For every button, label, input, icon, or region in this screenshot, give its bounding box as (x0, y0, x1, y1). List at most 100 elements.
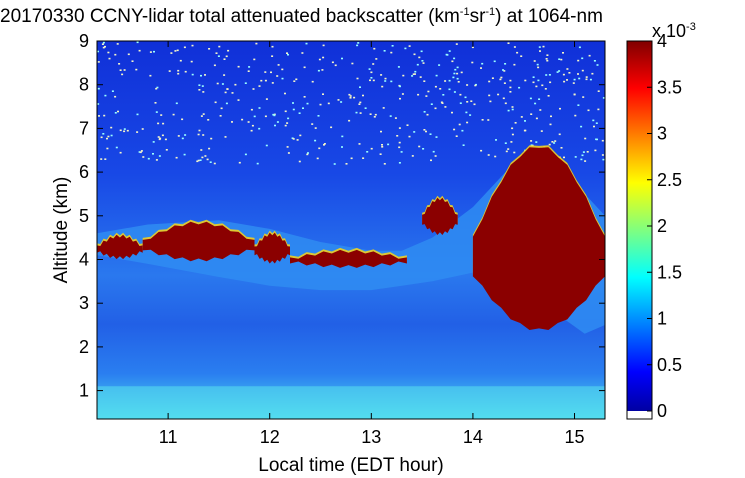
noise-speck (481, 62, 484, 65)
noise-speck (452, 76, 455, 79)
noise-speck (252, 88, 255, 90)
noise-speck (563, 80, 566, 83)
noise-speck (103, 114, 106, 117)
noise-speck (406, 124, 409, 126)
noise-speck (535, 85, 538, 88)
noise-speck (220, 107, 223, 110)
noise-speck (474, 84, 477, 87)
noise-speck (227, 49, 230, 52)
noise-speck (247, 121, 250, 123)
noise-speck (458, 123, 461, 126)
noise-speck (411, 155, 414, 157)
noise-speck (115, 146, 118, 149)
noise-speck (237, 99, 240, 101)
noise-speck (351, 62, 354, 65)
noise-speck (226, 88, 229, 90)
noise-speck (136, 41, 139, 44)
noise-speck (111, 90, 114, 92)
noise-speck (366, 151, 369, 153)
noise-speck (553, 142, 556, 144)
y-tick-label: 9 (79, 31, 89, 51)
noise-speck (502, 69, 504, 71)
noise-speck (581, 154, 584, 157)
noise-speck (170, 52, 173, 54)
noise-speck (213, 64, 216, 67)
noise-speck (536, 63, 539, 66)
noise-speck (183, 153, 186, 156)
noise-speck (414, 73, 416, 75)
colorbar-zero-swatch (627, 411, 652, 419)
noise-speck (256, 162, 259, 165)
noise-speck (209, 161, 212, 163)
noise-speck (276, 75, 279, 77)
noise-speck (272, 113, 275, 116)
noise-speck (198, 89, 201, 91)
noise-speck (175, 156, 178, 159)
noise-speck (581, 57, 584, 60)
noise-speck (413, 131, 416, 133)
noise-speck (550, 115, 552, 118)
noise-speck (237, 65, 240, 68)
noise-speck (585, 78, 588, 81)
noise-speck (359, 112, 362, 114)
noise-speck (554, 140, 557, 142)
noise-speck (218, 45, 221, 48)
noise-speck (601, 139, 604, 142)
noise-speck (223, 74, 226, 76)
x-tick-label: 13 (361, 427, 381, 447)
noise-speck (102, 133, 105, 135)
noise-speck (183, 46, 186, 49)
noise-speck (374, 113, 377, 116)
noise-speck (487, 119, 490, 121)
noise-speck (545, 74, 548, 76)
noise-speck (442, 94, 445, 96)
noise-speck (356, 77, 359, 80)
y-tick-label: 6 (79, 162, 89, 182)
noise-speck (284, 92, 286, 95)
noise-speck (471, 61, 474, 64)
noise-speck (322, 56, 325, 59)
noise-speck (181, 137, 184, 140)
noise-speck (453, 91, 456, 93)
noise-speck (123, 130, 126, 133)
noise-speck (108, 57, 111, 60)
noise-speck (582, 151, 585, 153)
noise-speck (532, 81, 535, 84)
noise-speck (370, 77, 373, 79)
noise-speck (487, 154, 490, 156)
noise-speck (126, 129, 129, 132)
noise-speck (401, 93, 404, 95)
noise-speck (473, 103, 476, 106)
noise-speck (509, 86, 512, 89)
noise-speck (493, 60, 496, 63)
noise-speck (265, 144, 268, 147)
noise-speck (359, 101, 362, 104)
noise-speck (593, 60, 596, 62)
noise-speck (250, 108, 253, 111)
noise-speck (204, 74, 206, 76)
noise-speck (391, 45, 394, 47)
noise-speck (379, 153, 382, 155)
noise-speck (201, 156, 204, 159)
noise-speck (455, 135, 458, 137)
noise-speck (453, 57, 456, 60)
colorbar-exponent-label: x 10-3 (652, 21, 696, 41)
noise-speck (530, 113, 533, 115)
noise-speck (399, 97, 401, 100)
aerosol-band-group (97, 163, 605, 419)
noise-speck (348, 93, 351, 96)
noise-speck (480, 149, 483, 152)
cloud-layer-1 (97, 234, 143, 260)
noise-speck (382, 107, 385, 109)
noise-speck (319, 103, 322, 106)
noise-speck (411, 75, 414, 77)
noise-speck (408, 45, 411, 47)
noise-speck (413, 53, 416, 56)
noise-speck (369, 113, 372, 115)
cloud-layer-3 (254, 232, 290, 264)
noise-speck (213, 162, 216, 165)
noise-speck (504, 63, 507, 65)
noise-speck (301, 52, 304, 54)
noise-speck (286, 146, 289, 148)
noise-speck (191, 44, 194, 47)
